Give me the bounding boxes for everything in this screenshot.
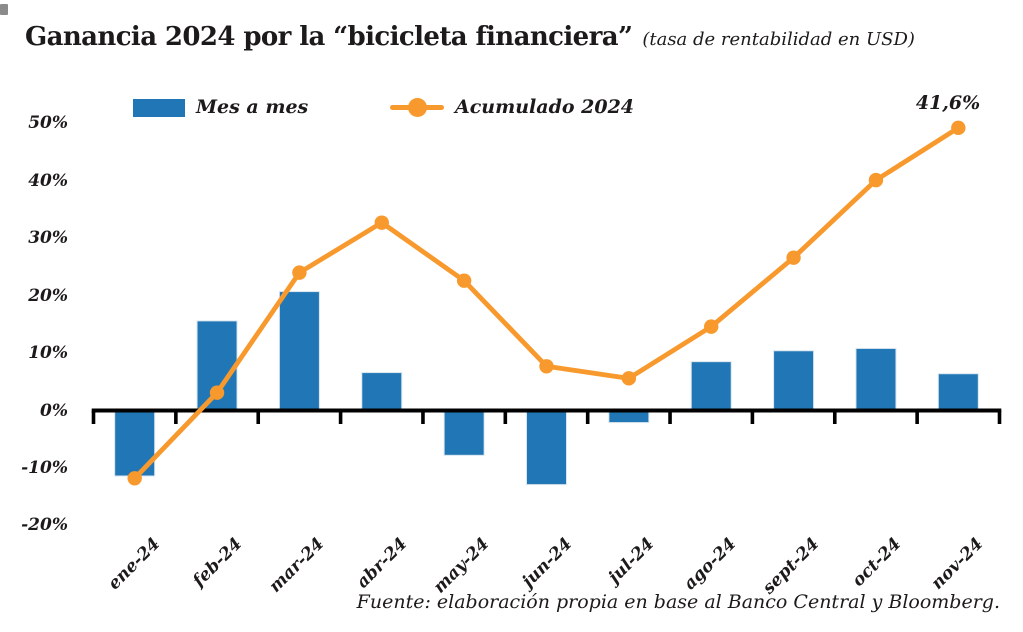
chart-subtitle: (tasa de rentabilidad en USD) xyxy=(642,29,915,50)
x-axis-tick xyxy=(421,410,425,424)
x-tick-label-ago-24: ago-24 xyxy=(680,534,741,595)
x-tick-label-ene-24: ene-24 xyxy=(103,534,164,594)
x-axis-tick xyxy=(91,410,96,424)
y-tick-label-10%: 10% xyxy=(28,343,68,364)
source-caption: Fuente: elaboración propia en base al Ba… xyxy=(356,591,1000,613)
y-tick-label-40%: 40% xyxy=(28,170,68,191)
line-marker-jul-24 xyxy=(621,371,637,386)
x-tick-label-mar-24: mar-24 xyxy=(265,534,329,597)
y-tick-label-20%: 20% xyxy=(28,285,68,306)
bar-ene-24 xyxy=(114,410,156,477)
line-marker-abr-24 xyxy=(374,215,389,230)
x-axis-tick xyxy=(338,410,343,424)
line-marker-nov-24 xyxy=(951,120,966,136)
x-tick-label-abr-24: abr-24 xyxy=(352,534,411,593)
x-axis-tick xyxy=(997,410,1002,424)
x-axis-tick xyxy=(585,410,590,424)
x-tick-label-jul-24: jul-24 xyxy=(604,534,659,588)
bar-abr-24 xyxy=(361,372,403,412)
y-tick-label-50%: 50% xyxy=(28,113,68,134)
chart-header: Ganancia 2024 por la “bicicleta financie… xyxy=(25,22,915,52)
x-axis-line xyxy=(91,408,1002,413)
acumulado-line xyxy=(132,125,961,481)
bar-nov-24 xyxy=(937,373,979,411)
y-tick-label--10%: -10% xyxy=(21,457,68,478)
bar-feb-24 xyxy=(196,320,238,411)
x-tick-label-oct-24: oct-24 xyxy=(848,534,906,591)
y-tick-label-30%: 30% xyxy=(28,228,68,249)
corner-artifact xyxy=(0,4,8,15)
x-tick-label-sept-24: sept-24 xyxy=(758,534,823,599)
x-axis-tick xyxy=(915,410,919,424)
line-marker-sept-24 xyxy=(786,250,801,265)
x-axis-tick xyxy=(668,410,672,424)
bar-oct-24 xyxy=(855,347,897,412)
line-marker-feb-24 xyxy=(209,385,225,400)
line-marker-ago-24 xyxy=(704,319,719,334)
bar-sept-24 xyxy=(773,350,815,412)
x-tick-label-jun-24: jun-24 xyxy=(517,534,576,592)
line-marker-may-24 xyxy=(456,273,472,288)
legend-label-acumulado: Acumulado 2024 xyxy=(455,96,635,118)
line-marker-mar-24 xyxy=(292,265,307,280)
bar-jun-24 xyxy=(526,410,567,486)
y-tick-label--20%: -20% xyxy=(21,515,68,536)
x-tick-label-feb-24: feb-24 xyxy=(189,534,247,592)
last-point-value-label: 41,6% xyxy=(915,92,981,114)
bar-ago-24 xyxy=(690,361,732,412)
legend-dot-icon xyxy=(408,98,427,117)
x-axis-tick xyxy=(503,410,508,424)
x-axis-tick xyxy=(750,410,755,424)
line-marker-oct-24 xyxy=(868,172,884,188)
x-tick-label-nov-24: nov-24 xyxy=(927,534,988,594)
legend-label-mes-a-mes: Mes a mes xyxy=(196,96,309,118)
legend-bar-swatch-icon xyxy=(133,99,185,117)
line-marker-ene-24 xyxy=(127,471,142,486)
x-tick-label-may-24: may-24 xyxy=(429,534,494,598)
bar-jul-24 xyxy=(608,410,650,424)
bar-may-24 xyxy=(443,410,485,456)
bar-mar-24 xyxy=(278,291,320,411)
line-marker-jun-24 xyxy=(539,359,554,374)
x-axis-tick xyxy=(832,410,837,424)
x-axis-tick xyxy=(256,410,261,424)
x-axis-tick xyxy=(174,410,178,424)
chart-title: Ganancia 2024 por la “bicicleta financie… xyxy=(25,22,633,52)
y-tick-label-0%: 0% xyxy=(40,400,68,421)
